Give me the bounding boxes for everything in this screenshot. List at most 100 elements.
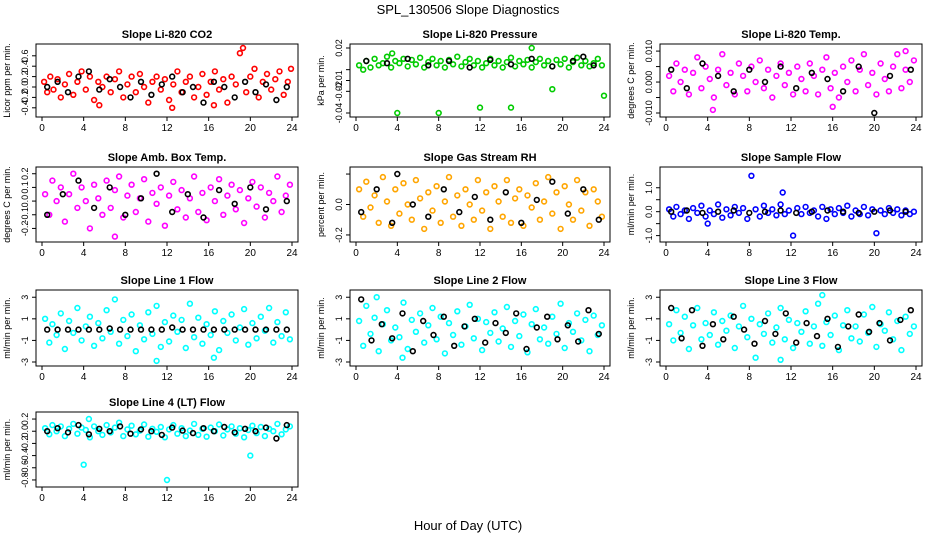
series-2 bbox=[667, 207, 909, 217]
data-point bbox=[65, 317, 73, 325]
data-point bbox=[124, 332, 131, 340]
x-tick-label: 0 bbox=[39, 372, 45, 383]
data-point bbox=[523, 345, 530, 353]
data-point bbox=[228, 181, 235, 188]
data-point bbox=[412, 61, 420, 68]
data-point bbox=[769, 206, 776, 213]
y-tick-label: -1 bbox=[334, 336, 344, 344]
data-point bbox=[236, 324, 244, 331]
data-point bbox=[74, 204, 81, 212]
data-point bbox=[437, 219, 444, 227]
x-tick-label: 24 bbox=[598, 248, 610, 259]
data-point bbox=[491, 183, 498, 190]
data-point bbox=[744, 215, 751, 223]
data-point bbox=[688, 307, 696, 314]
data-point bbox=[885, 88, 893, 95]
y-tick-label: -0.2 bbox=[20, 221, 30, 237]
data-point bbox=[557, 61, 564, 68]
data-point bbox=[392, 324, 399, 331]
x-tick-label: 4 bbox=[395, 248, 401, 259]
data-point bbox=[368, 337, 375, 344]
x-tick-label: 0 bbox=[353, 123, 359, 134]
data-point bbox=[200, 326, 207, 333]
data-point bbox=[906, 330, 913, 338]
data-point bbox=[153, 200, 160, 208]
data-point bbox=[445, 57, 453, 65]
data-point bbox=[78, 337, 85, 344]
data-point bbox=[355, 186, 363, 193]
data-point bbox=[420, 317, 427, 325]
data-point bbox=[429, 304, 436, 312]
data-point bbox=[86, 434, 94, 441]
data-point bbox=[124, 81, 131, 88]
data-point bbox=[120, 94, 127, 101]
data-point bbox=[694, 304, 701, 312]
x-tick-label: 8 bbox=[747, 248, 753, 259]
panel-title: Slope Amb. Box Temp. bbox=[108, 152, 227, 164]
y-tick-label: 0.4 bbox=[20, 60, 30, 73]
data-point bbox=[437, 57, 444, 65]
data-point bbox=[898, 346, 905, 354]
data-point bbox=[777, 63, 784, 70]
data-point bbox=[714, 66, 722, 73]
data-point bbox=[43, 428, 51, 435]
y-tick-label: -1.0 bbox=[644, 228, 654, 244]
data-point bbox=[128, 181, 135, 188]
data-point bbox=[70, 91, 77, 99]
x-tick-label: 4 bbox=[81, 123, 87, 134]
data-point bbox=[549, 178, 556, 185]
x-tick-label: 24 bbox=[910, 123, 922, 134]
data-point bbox=[794, 319, 801, 327]
data-point bbox=[739, 302, 747, 310]
data-point bbox=[363, 302, 370, 310]
data-point bbox=[760, 84, 768, 92]
x-tick-label: 24 bbox=[286, 248, 298, 259]
data-point bbox=[106, 325, 113, 332]
data-point bbox=[49, 421, 56, 429]
x-tick-label: 20 bbox=[869, 372, 881, 383]
data-point bbox=[65, 425, 73, 432]
data-point bbox=[756, 213, 763, 220]
data-point bbox=[82, 426, 90, 434]
panel-title: Slope Line 1 Flow bbox=[121, 275, 214, 287]
data-point bbox=[474, 176, 482, 184]
data-point bbox=[249, 422, 256, 429]
data-point bbox=[221, 83, 228, 91]
data-point bbox=[528, 44, 535, 52]
data-point bbox=[245, 341, 252, 348]
data-point bbox=[600, 92, 608, 99]
data-point bbox=[554, 336, 561, 343]
data-point bbox=[549, 63, 556, 70]
data-point bbox=[433, 183, 440, 190]
data-point bbox=[169, 73, 176, 80]
data-point bbox=[43, 211, 51, 219]
x-tick-label: 4 bbox=[395, 372, 401, 383]
data-point bbox=[75, 73, 82, 80]
x-tick-label: 8 bbox=[747, 372, 753, 383]
data-point bbox=[694, 54, 701, 61]
data-point bbox=[445, 173, 453, 181]
data-point bbox=[416, 54, 424, 61]
y-tick-label: -0.01 bbox=[334, 70, 344, 91]
data-point bbox=[466, 64, 473, 71]
data-point bbox=[207, 331, 214, 339]
y-tick-label: 1 bbox=[334, 316, 344, 321]
data-point bbox=[487, 216, 494, 223]
data-point bbox=[383, 59, 391, 67]
data-point bbox=[495, 338, 502, 345]
y-tick-label: -0.4 bbox=[20, 448, 30, 464]
data-point bbox=[540, 198, 548, 205]
x-tick-label: 20 bbox=[557, 372, 569, 383]
data-point bbox=[371, 55, 378, 62]
data-point bbox=[221, 326, 228, 333]
y-tick-label: 0.0 bbox=[644, 205, 654, 218]
data-point bbox=[132, 88, 140, 96]
data-point bbox=[760, 202, 768, 209]
panel-10: Slope Line 4 (LT) Flow ml/min per min. 0 4 8… bbox=[2, 397, 299, 504]
data-point bbox=[412, 328, 420, 335]
data-point bbox=[161, 75, 169, 83]
data-point bbox=[57, 310, 64, 317]
data-point bbox=[189, 326, 197, 333]
data-point bbox=[723, 81, 730, 89]
data-point bbox=[590, 312, 597, 319]
